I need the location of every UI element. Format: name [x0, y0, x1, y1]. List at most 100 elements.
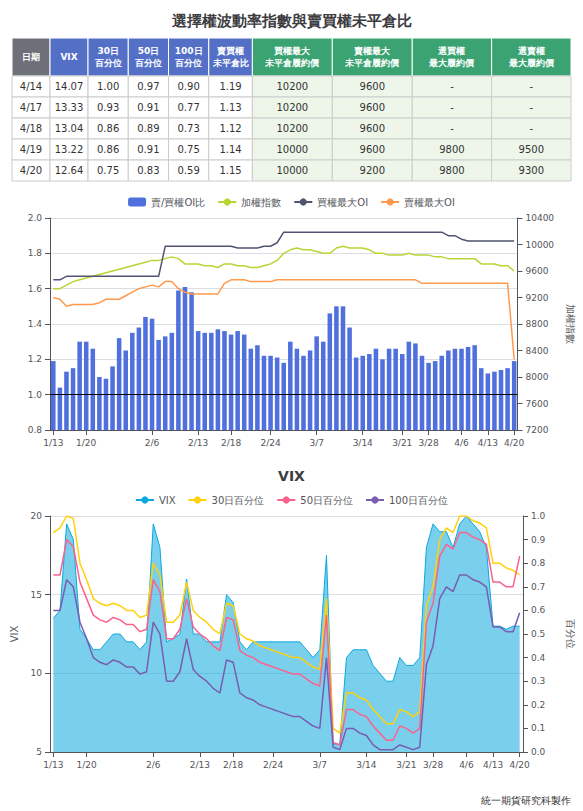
svg-text:8400: 8400	[525, 346, 548, 356]
svg-text:VIX: VIX	[159, 495, 176, 506]
svg-text:8000: 8000	[525, 372, 548, 382]
svg-text:10400: 10400	[525, 213, 554, 223]
svg-text:1.19: 1.19	[219, 81, 241, 92]
svg-text:日期: 日期	[22, 52, 40, 62]
svg-text:4/18: 4/18	[20, 123, 42, 134]
svg-text:統一期貨研究科製作: 統一期貨研究科製作	[481, 795, 571, 806]
svg-text:-: -	[450, 81, 454, 92]
svg-text:1/13: 1/13	[43, 760, 63, 770]
svg-text:1.2: 1.2	[28, 354, 42, 364]
svg-text:12.64: 12.64	[55, 165, 84, 176]
svg-text:10000: 10000	[276, 165, 308, 176]
svg-text:1/20: 1/20	[77, 760, 97, 770]
svg-text:2/18: 2/18	[221, 438, 241, 448]
svg-text:1/13: 1/13	[43, 438, 63, 448]
svg-text:0.1: 0.1	[531, 723, 545, 733]
svg-text:1.0: 1.0	[28, 390, 43, 400]
svg-text:1.00: 1.00	[97, 81, 119, 92]
svg-text:1.8: 1.8	[28, 248, 43, 258]
svg-text:0.2: 0.2	[531, 700, 545, 710]
svg-text:0.9: 0.9	[531, 535, 546, 545]
svg-text:13.33: 13.33	[55, 102, 84, 113]
svg-text:2/6: 2/6	[146, 760, 161, 770]
svg-text:1.13: 1.13	[219, 102, 241, 113]
svg-text:13.04: 13.04	[55, 123, 84, 134]
svg-text:4/20: 4/20	[504, 438, 524, 448]
svg-text:百分位: 百分位	[565, 619, 576, 649]
svg-text:1.6: 1.6	[28, 284, 43, 294]
svg-text:0.6: 0.6	[531, 605, 546, 615]
svg-text:3/14: 3/14	[353, 438, 373, 448]
svg-text:0.75: 0.75	[178, 144, 200, 155]
svg-text:4/17: 4/17	[20, 102, 42, 113]
svg-text:50日百分位: 50日百分位	[300, 495, 353, 506]
svg-text:0.73: 0.73	[178, 123, 200, 134]
svg-text:0.89: 0.89	[137, 123, 159, 134]
svg-text:7600: 7600	[525, 399, 548, 409]
svg-text:9600: 9600	[360, 81, 385, 92]
svg-text:0.97: 0.97	[137, 81, 159, 92]
svg-text:最大履約價: 最大履約價	[508, 58, 555, 68]
svg-text:加權指數: 加權指數	[565, 304, 576, 344]
svg-text:10200: 10200	[276, 123, 308, 134]
svg-text:30日百分位: 30日百分位	[212, 495, 265, 506]
svg-text:9300: 9300	[519, 165, 544, 176]
svg-text:-: -	[450, 123, 454, 134]
svg-text:20: 20	[31, 511, 43, 521]
svg-text:1.12: 1.12	[219, 123, 241, 134]
svg-text:VIX: VIX	[60, 52, 77, 62]
svg-text:2/24: 2/24	[263, 760, 283, 770]
svg-text:10200: 10200	[276, 102, 308, 113]
svg-text:0.86: 0.86	[97, 144, 119, 155]
svg-text:1.14: 1.14	[219, 144, 241, 155]
svg-text:4/6: 4/6	[459, 760, 474, 770]
svg-text:2/18: 2/18	[223, 760, 243, 770]
svg-text:選擇權波動率指數與賣買權未平倉比: 選擇權波動率指數與賣買權未平倉比	[171, 12, 412, 30]
svg-text:3/28: 3/28	[423, 760, 443, 770]
svg-text:9200: 9200	[360, 165, 385, 176]
svg-text:選賣權: 選賣權	[517, 46, 545, 56]
svg-text:VIX: VIX	[278, 468, 305, 484]
svg-text:0.4: 0.4	[531, 653, 546, 663]
svg-text:未平倉履約價: 未平倉履約價	[264, 58, 320, 68]
svg-text:-: -	[450, 102, 454, 113]
svg-text:10: 10	[31, 668, 43, 678]
svg-text:5: 5	[36, 747, 42, 757]
svg-text:15: 15	[31, 590, 42, 600]
svg-text:賣權最大OI: 賣權最大OI	[404, 197, 455, 208]
svg-text:4/6: 4/6	[454, 438, 469, 448]
svg-text:10200: 10200	[276, 81, 308, 92]
svg-text:9600: 9600	[360, 144, 385, 155]
svg-text:買權最大: 買權最大	[273, 46, 311, 56]
svg-text:0.5: 0.5	[531, 629, 545, 639]
svg-text:-: -	[530, 123, 534, 134]
svg-text:百分位: 百分位	[134, 58, 162, 68]
svg-text:13.22: 13.22	[55, 144, 84, 155]
svg-text:2/24: 2/24	[260, 438, 280, 448]
svg-text:0.77: 0.77	[178, 102, 200, 113]
svg-text:7200: 7200	[525, 425, 548, 435]
svg-text:2/6: 2/6	[145, 438, 160, 448]
svg-text:3/14: 3/14	[356, 760, 376, 770]
svg-text:50日: 50日	[138, 46, 160, 56]
svg-text:4/20: 4/20	[510, 760, 530, 770]
svg-text:4/13: 4/13	[483, 760, 503, 770]
svg-text:8800: 8800	[525, 319, 548, 329]
svg-text:14.07: 14.07	[55, 81, 84, 92]
svg-text:3/21: 3/21	[396, 760, 416, 770]
svg-text:2/13: 2/13	[188, 438, 208, 448]
svg-text:賣/買權OI比: 賣/買權OI比	[151, 197, 205, 208]
svg-text:3/7: 3/7	[309, 438, 323, 448]
svg-text:1.15: 1.15	[219, 165, 241, 176]
svg-text:1.4: 1.4	[28, 319, 43, 329]
svg-text:3/7: 3/7	[313, 760, 327, 770]
svg-text:9500: 9500	[519, 144, 544, 155]
svg-text:0.7: 0.7	[531, 582, 545, 592]
svg-text:1.0: 1.0	[531, 511, 546, 521]
svg-text:0.59: 0.59	[178, 165, 200, 176]
svg-text:賣權最大: 賣權最大	[353, 46, 391, 56]
svg-text:4/20: 4/20	[20, 165, 42, 176]
svg-text:100日百分位: 100日百分位	[389, 495, 448, 506]
svg-text:10000: 10000	[525, 240, 554, 250]
svg-text:4/13: 4/13	[478, 438, 498, 448]
